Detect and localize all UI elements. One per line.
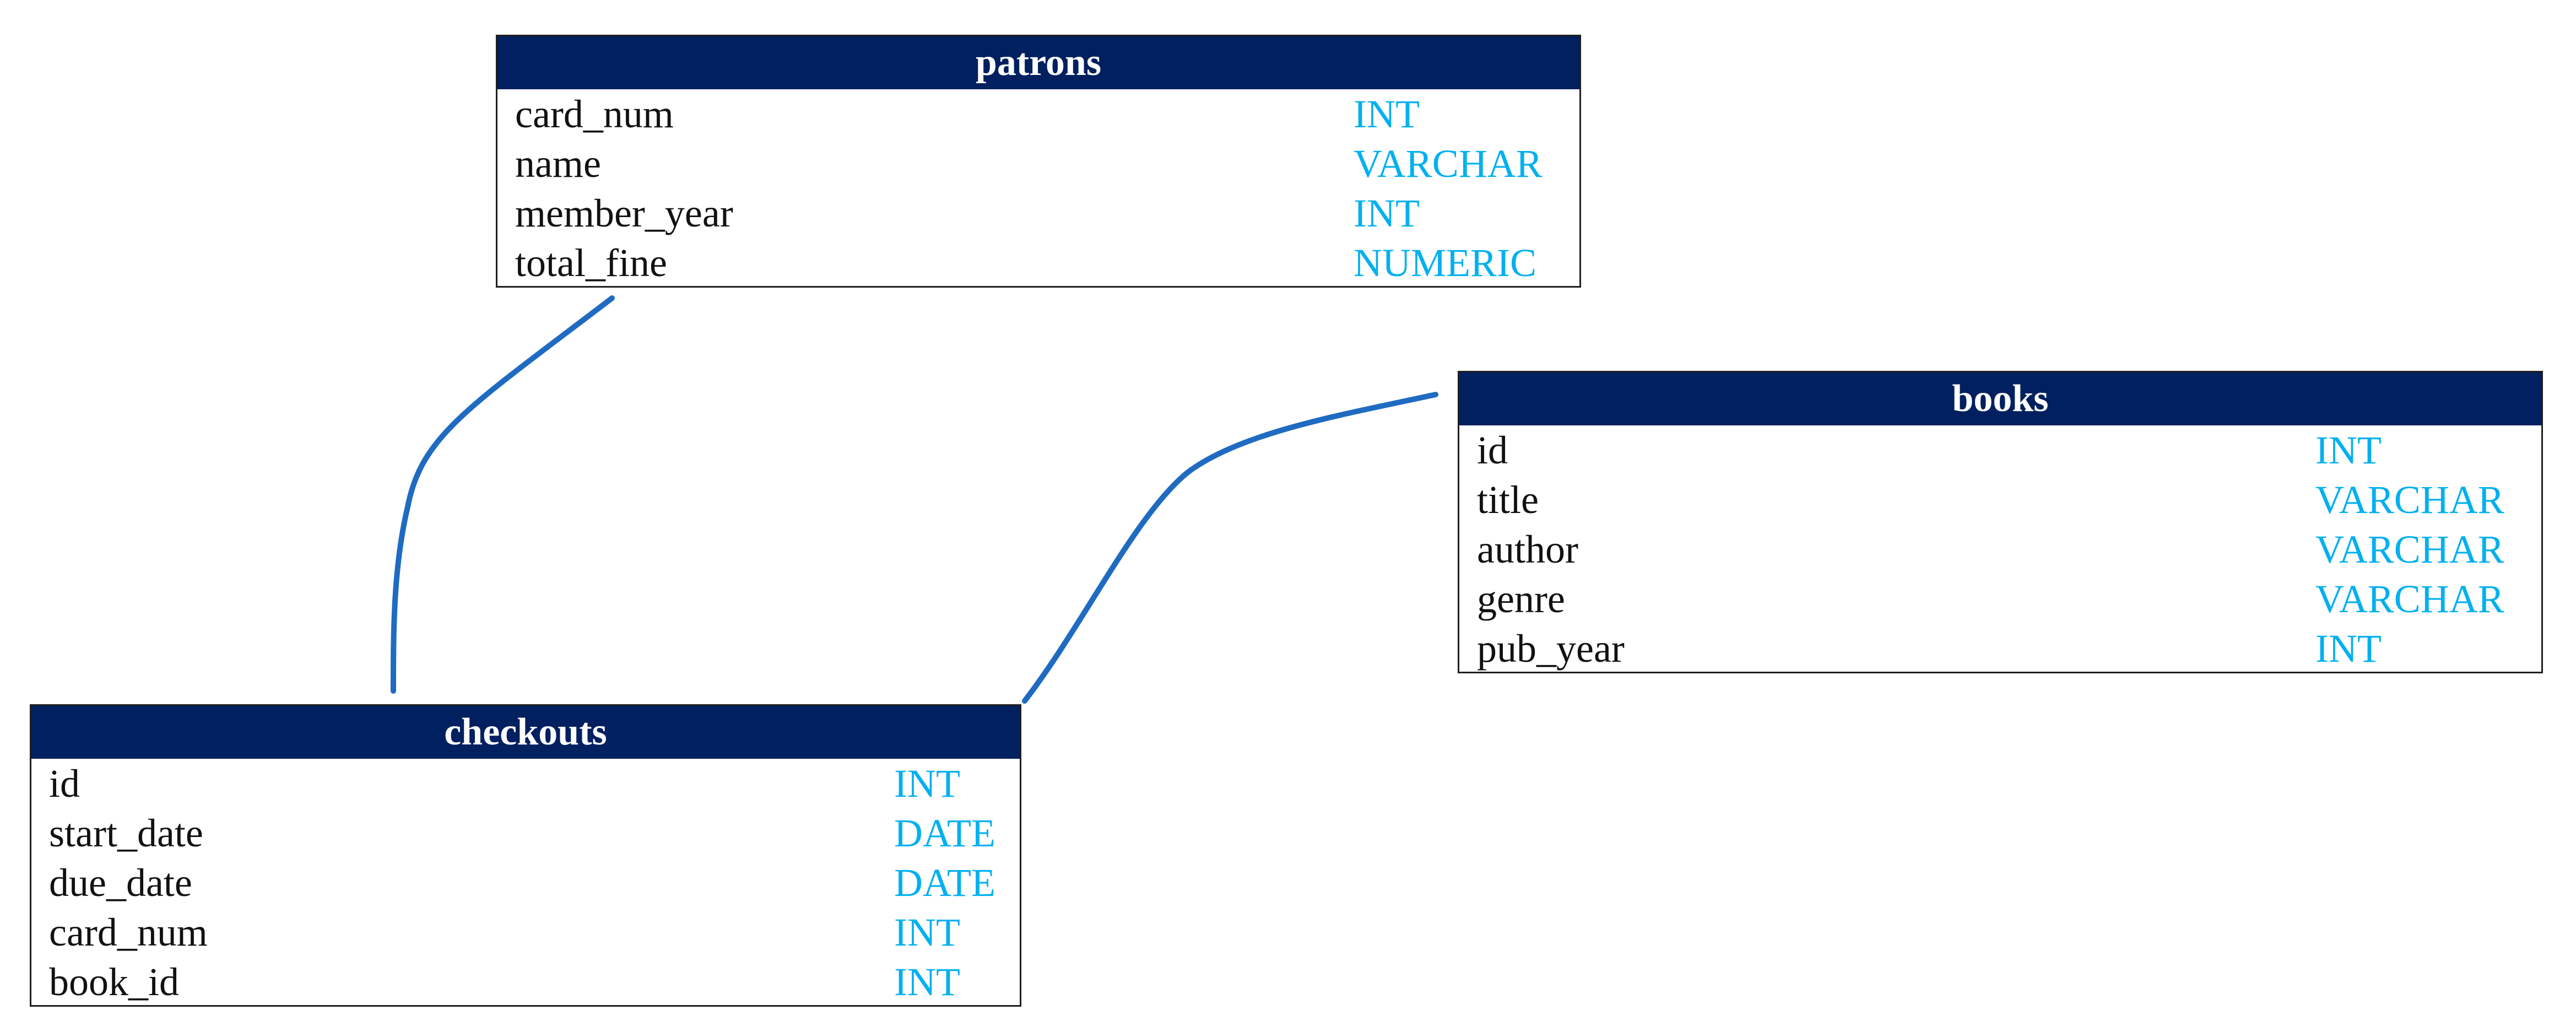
table-row: book_id INT <box>31 957 1020 1007</box>
column-type: DATE <box>894 811 995 855</box>
column-type: VARCHAR <box>1354 142 1543 186</box>
column-name: card_num <box>515 92 674 136</box>
column-name: card_num <box>49 910 208 954</box>
table-row: card_num INT <box>497 89 1579 139</box>
column-name: author <box>1477 527 1578 571</box>
column-name: id <box>1477 428 1508 472</box>
table-row: start_date DATE <box>31 808 1020 858</box>
table-row: name VARCHAR <box>497 139 1579 188</box>
relationship-line-books-checkouts <box>1022 392 1438 704</box>
column-type: NUMERIC <box>1354 241 1537 285</box>
column-name: genre <box>1477 577 1565 621</box>
column-name: title <box>1477 478 1539 522</box>
table-title-checkouts: checkouts <box>31 706 1020 759</box>
table-row: id INT <box>31 759 1020 808</box>
column-type: INT <box>894 960 960 1004</box>
column-type: INT <box>1354 92 1420 136</box>
column-type: INT <box>1354 191 1420 235</box>
column-name: due_date <box>49 861 192 905</box>
column-name: book_id <box>49 960 180 1004</box>
column-name: total_fine <box>515 241 667 285</box>
table-row: author VARCHAR <box>1459 525 2541 574</box>
table-row: id INT <box>1459 425 2541 475</box>
table-row: total_fine NUMERIC <box>497 238 1579 288</box>
table-row: genre VARCHAR <box>1459 574 2541 624</box>
table-title-books: books <box>1459 372 2541 425</box>
column-type: VARCHAR <box>2315 527 2504 571</box>
column-name: pub_year <box>1477 627 1625 671</box>
column-name: name <box>515 142 601 186</box>
table-patrons: patrons card_num INT name VARCHAR member… <box>496 35 1581 288</box>
relationship-line-patrons-checkouts <box>391 295 615 694</box>
column-type: INT <box>894 762 960 806</box>
table-row: title VARCHAR <box>1459 475 2541 525</box>
column-name: member_year <box>515 191 733 235</box>
column-name: start_date <box>49 811 203 855</box>
column-type: INT <box>2315 428 2382 472</box>
column-type: VARCHAR <box>2315 478 2504 522</box>
table-row: due_date DATE <box>31 858 1020 908</box>
column-type: VARCHAR <box>2315 577 2504 621</box>
table-checkouts: checkouts id INT start_date DATE due_dat… <box>30 704 1021 1007</box>
column-type: INT <box>2315 627 2382 671</box>
column-name: id <box>49 762 80 806</box>
table-title-patrons: patrons <box>497 36 1579 89</box>
column-type: INT <box>894 910 960 954</box>
column-type: DATE <box>894 861 995 905</box>
table-row: member_year INT <box>497 188 1579 238</box>
table-row: card_num INT <box>31 908 1020 957</box>
table-books: books id INT title VARCHAR author VARCHA… <box>1458 371 2543 673</box>
table-row: pub_year INT <box>1459 624 2541 673</box>
